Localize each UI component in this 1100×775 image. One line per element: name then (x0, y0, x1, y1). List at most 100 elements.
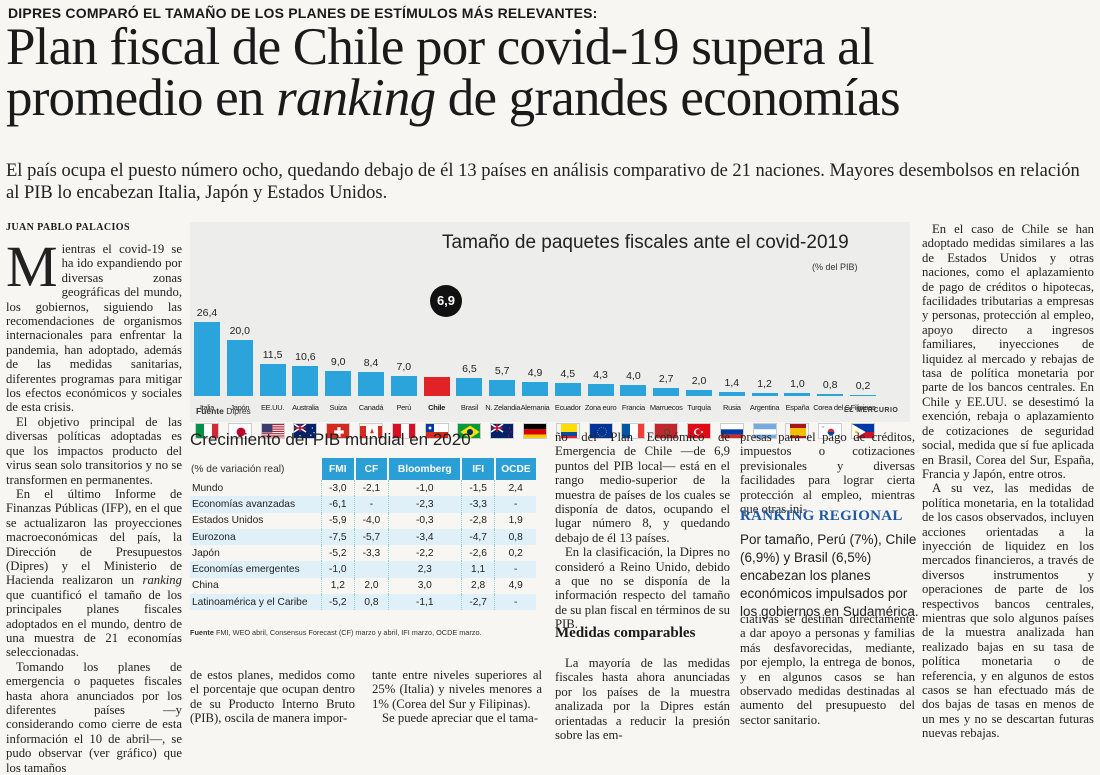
italic-word: ranking (143, 573, 182, 587)
table-cell: - (495, 594, 536, 610)
article-paragraph: Se puede apreciar que el tama- (372, 711, 542, 725)
table-cell: 0,2 (495, 545, 536, 561)
bar-value-label: 4,9 (518, 367, 552, 379)
bar-value-label: 1,0 (780, 378, 814, 390)
bar-value-label: 0,2 (846, 380, 880, 392)
article-paragraph: ño del Plan Económico de Emergencia de C… (555, 430, 730, 545)
ranking-regional-box: RANKING REGIONAL Por tamaño, Perú (7%), … (740, 508, 920, 621)
bar-n-zelandia (489, 380, 515, 396)
bar-argentina (752, 393, 778, 396)
table-title: Crecimiento del PIB mundial en 2020 (190, 430, 471, 450)
table-cell: 0,8 (495, 529, 536, 545)
bar-category-label: Marruecos (649, 403, 683, 412)
table-cell: -2,2 (388, 545, 461, 561)
headline-italic-word: ranking (276, 69, 435, 127)
deck: El país ocupa el puesto número ocho, que… (6, 160, 1096, 204)
table-cell: -3,0 (321, 480, 355, 496)
table-cell: -3,4 (388, 529, 461, 545)
chart-unit: (% del PIB) (812, 262, 858, 272)
bar-italia (194, 322, 220, 396)
bar-turqu-a (686, 390, 712, 396)
gdp-growth-table: (% de variación real) FMI CF Bloomberg I… (190, 458, 536, 610)
bar-category-label: Australia (288, 403, 322, 412)
bar-value-label: 1,2 (748, 378, 782, 390)
column-header: CF (355, 458, 389, 480)
bar-rusia (719, 392, 745, 396)
headline: Plan fiscal de Chile por covid-19 supera… (6, 22, 1096, 124)
bar-category-label: Alemania (518, 403, 552, 412)
table-unit-label: (% de variación real) (190, 458, 321, 480)
paragraph-text: En el último Informe de Finanzas Pública… (6, 487, 182, 587)
drop-cap: M (6, 244, 58, 290)
bar-brasil (456, 378, 482, 396)
table-cell: -7,5 (321, 529, 355, 545)
table-cell: -1,5 (461, 480, 495, 496)
paragraph-text: que cuantificó el tamaño de los principa… (6, 588, 182, 660)
bar-value-label: 20,0 (223, 325, 257, 337)
article-paragraph: En el último Informe de Finanzas Pública… (6, 487, 182, 660)
article-paragraph: tante entre niveles superiores al 25% (I… (372, 668, 542, 711)
bar-value-label: 11,5 (256, 349, 290, 361)
column-header: FMI (321, 458, 355, 480)
table-cell: - (495, 561, 536, 577)
table-cell: -4,7 (461, 529, 495, 545)
bar-corea-del-s- (817, 394, 843, 396)
source-label: Fuente (196, 406, 224, 416)
bar-category-label: Suiza (321, 403, 355, 412)
table-cell: -5,7 (355, 529, 389, 545)
table-cell: -2,1 (355, 480, 389, 496)
bar-value-label: 2,7 (649, 373, 683, 385)
row-label: Japón (190, 545, 321, 561)
table-cell: -6,1 (321, 496, 355, 512)
bar-jap-n (227, 340, 253, 396)
article-column-4: ño del Plan Económico de Emergencia de C… (555, 430, 730, 632)
article-paragraph: La mayoría de las medidas fiscales hasta… (555, 656, 730, 742)
article-paragraph: Tomando los planes de emergencia o paque… (6, 660, 182, 775)
row-label: Eurozona (190, 529, 321, 545)
fiscal-package-chart: Tamaño de paquetes fiscales ante el covi… (190, 222, 910, 422)
chart-source: Fuente Dipres (196, 406, 251, 416)
bar-australia (292, 366, 318, 396)
bar-ecuador (555, 383, 581, 396)
row-label: Estados Unidos (190, 513, 321, 529)
table-cell: -3,3 (461, 496, 495, 512)
bar-value-label: 9,0 (321, 356, 355, 368)
table-cell: -2,6 (461, 545, 495, 561)
column-header: Bloomberg (388, 458, 461, 480)
source-text: FMI, WEO abril, Consensus Forecast (CF) … (216, 628, 482, 637)
article-paragraph: presas para el pago de créditos, impuest… (740, 430, 915, 516)
bar-alemania (522, 382, 548, 396)
bar-value-label: 5,7 (485, 365, 519, 377)
source-text: Dipres (226, 406, 251, 416)
headline-line2-pre: promedio en (6, 69, 276, 127)
bar-category-label: España (780, 403, 814, 412)
article-paragraph: de estos planes, medidos como el porcent… (190, 668, 355, 726)
chile-highlight-badge: 6,9 (430, 285, 462, 317)
source-label: Fuente (190, 628, 214, 637)
table-cell: -1,0 (321, 561, 355, 577)
article-paragraph: El objetivo principal de las diversas po… (6, 415, 182, 487)
article-column-5: presas para el pago de créditos, impuest… (740, 430, 915, 516)
row-label: Economías avanzadas (190, 496, 321, 512)
article-column-3: tante entre niveles superiores al 25% (I… (372, 668, 542, 726)
bar-value-label: 8,4 (354, 357, 388, 369)
column-header: OCDE (495, 458, 536, 480)
row-label: Latinoamérica y el Caribe (190, 594, 321, 610)
table-cell: -2,8 (461, 513, 495, 529)
ranking-title: RANKING REGIONAL (740, 508, 920, 525)
table-cell: 1,9 (495, 513, 536, 529)
bar-category-label: Corea del S. (813, 403, 847, 412)
table-row: Economías avanzadas-6,1--2,3-3,3- (190, 496, 536, 512)
bar-canad- (358, 372, 384, 396)
bar-category-label: Chile (420, 403, 454, 412)
table-cell: -5,9 (321, 513, 355, 529)
table-cell: 3,0 (388, 578, 461, 594)
table-cell: 4,9 (495, 578, 536, 594)
bar-category-label: Francia (616, 403, 650, 412)
chart-title: Tamaño de paquetes fiscales ante el covi… (442, 232, 849, 254)
